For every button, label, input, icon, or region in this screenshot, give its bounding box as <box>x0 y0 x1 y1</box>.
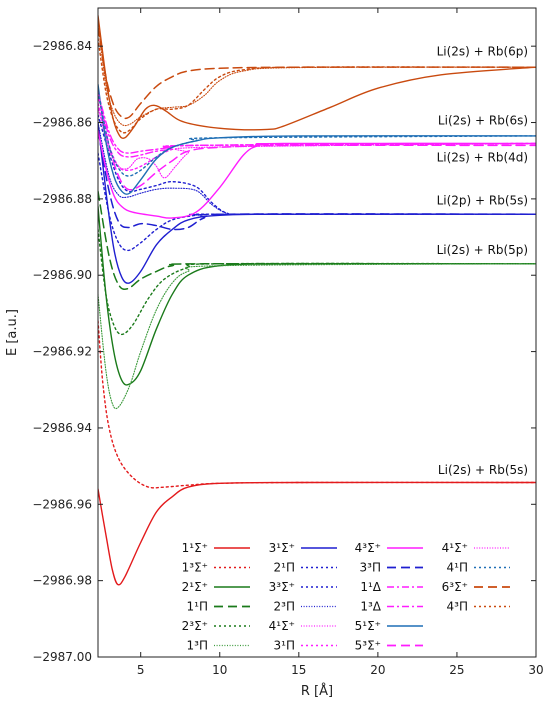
series-line-13 <box>98 91 536 154</box>
legend-entry-label: 4³Π <box>447 600 468 614</box>
legend-entry-label: 1³Π <box>187 639 208 653</box>
series-line-4 <box>98 228 536 336</box>
x-axis-label: R [Å] <box>301 683 333 699</box>
legend-entry-label: 1¹Π <box>187 600 208 614</box>
x-tick-label: 10 <box>212 663 227 677</box>
legend-entry-label: 5³Σ⁺ <box>355 639 381 653</box>
x-tick-label: 20 <box>370 663 385 677</box>
legend-entry-label: 4¹Π <box>447 561 468 575</box>
legend-entry-label: 4¹Σ⁺ <box>269 619 295 633</box>
legend-entry-label: 1³Δ <box>360 600 381 614</box>
y-tick-label: −2986.88 <box>32 192 92 206</box>
legend-entry-label: 2¹Π <box>274 561 295 575</box>
asymptote-label: Li(2s) + Rb(4d) <box>437 150 529 164</box>
series-line-10 <box>98 129 536 231</box>
legend-entry-label: 3³Π <box>360 561 381 575</box>
y-tick-label: −2986.94 <box>32 421 92 435</box>
x-tick-label: 25 <box>449 663 464 677</box>
series-line-20 <box>98 26 536 120</box>
series-line-14 <box>98 95 536 158</box>
asymptote-label: Li(2s) + Rb(6s) <box>438 113 528 127</box>
y-tick-label: −2986.86 <box>32 116 92 130</box>
series-line-16 <box>98 83 536 195</box>
series-line-11 <box>98 129 536 219</box>
legend-entry-label: 3¹Π <box>274 639 295 653</box>
y-tick-label: −2987.00 <box>32 650 92 664</box>
y-tick-label: −2986.96 <box>32 497 92 511</box>
legend-entry-label: 4³Σ⁺ <box>355 541 381 555</box>
y-tick-label: −2986.84 <box>32 39 92 53</box>
asymptote-label: Li(2p) + Rb(5s) <box>437 194 529 208</box>
legend-entry-label: 1³Σ⁺ <box>182 561 208 575</box>
y-tick-label: −2986.98 <box>32 574 92 588</box>
x-tick-label: 5 <box>137 663 145 677</box>
asymptote-label: Li(2s) + Rb(6p) <box>437 45 529 59</box>
legend: 1¹Σ⁺ 1³Σ⁺ 2¹Σ⁺ 1¹Π 2³Σ⁺ 1³Π 3¹Σ⁺ 2¹Π 3³Σ⁺ 2³Π 4¹Σ⁺… <box>182 541 510 653</box>
y-tick-label: −2986.92 <box>32 345 92 359</box>
series-line-18 <box>98 91 536 177</box>
tick-layer: 5 10 15 20 25 30 −2987.00 −2986.98 −2986.96 −2986… <box>32 8 544 677</box>
legend-entry-label: 3¹Σ⁺ <box>269 541 295 555</box>
series-line-1 <box>98 320 536 489</box>
x-tick-label: 15 <box>291 663 306 677</box>
series-line-22 <box>98 22 536 127</box>
legend-entry-label: 3³Σ⁺ <box>269 580 295 594</box>
series-line-17 <box>98 91 536 191</box>
series-line-19 <box>98 14 536 139</box>
legend-entry-label: 2³Σ⁺ <box>182 619 208 633</box>
plot-frame <box>97 7 537 658</box>
asymptote-label: Li(2s) + Rb(5p) <box>437 243 529 257</box>
annotation-layer: Li(2s) + Rb(6p) Li(2s) + Rb(6s) Li(2s) + R… <box>437 45 529 477</box>
y-tick-label: −2986.90 <box>32 268 92 282</box>
legend-entry-label: 1¹Σ⁺ <box>182 541 208 555</box>
series-line-0 <box>98 481 536 586</box>
series-line-2 <box>98 205 536 386</box>
x-tick-label: 30 <box>528 663 543 677</box>
curve-layer <box>98 14 536 586</box>
series-line-5 <box>98 263 536 410</box>
series-line-21 <box>98 37 536 134</box>
legend-entry-label: 5¹Σ⁺ <box>355 619 381 633</box>
asymptote-label: Li(2s) + Rb(5s) <box>438 463 528 477</box>
y-axis-label: E [a.u.] <box>5 309 20 356</box>
legend-entry-label: 6³Σ⁺ <box>442 580 468 594</box>
series-line-15 <box>98 106 536 179</box>
legend-entry-label: 4¹Σ⁺ <box>442 541 468 555</box>
legend-entry-label: 1¹Δ <box>360 580 381 594</box>
legend-entry-label: 2¹Σ⁺ <box>182 580 208 594</box>
legend-entry-label: 2³Π <box>274 600 295 614</box>
